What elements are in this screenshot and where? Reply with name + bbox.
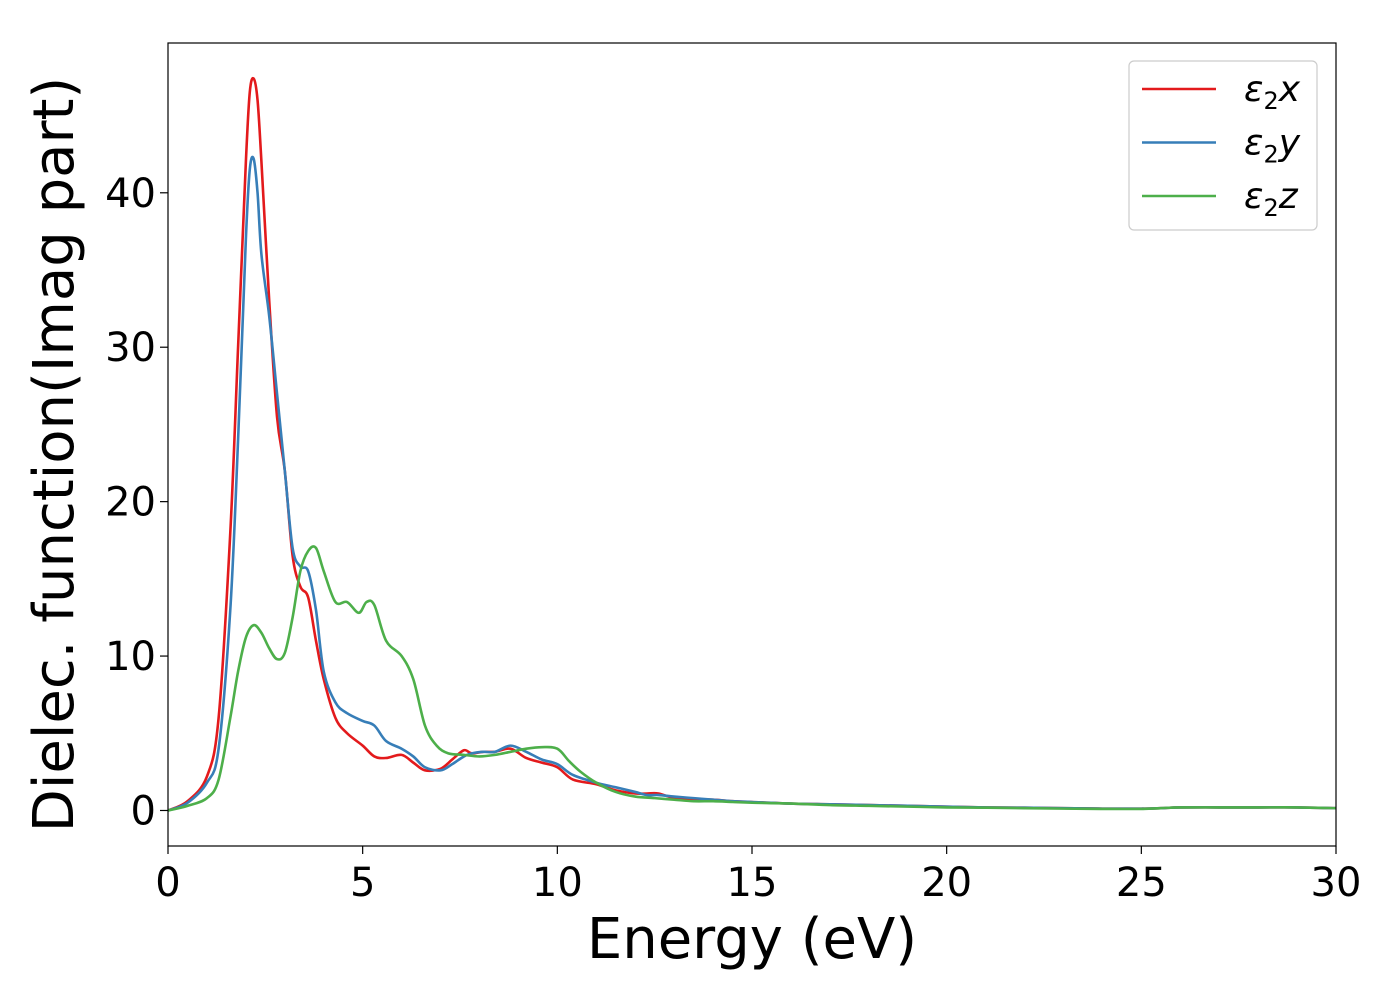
y-tick-label: 10 — [105, 634, 156, 680]
x-axis-ticks: 0 5 10 15 20 25 30 — [155, 846, 1361, 906]
legend: ε2x ε2y ε2z — [1128, 60, 1318, 231]
legend-label-x: ε2x — [1244, 69, 1301, 115]
x-tick-label: 25 — [1116, 860, 1167, 906]
x-tick-label: 5 — [350, 860, 375, 906]
y-axis-label: Dielec. function(Imag part) — [22, 77, 87, 833]
legend-label-y: ε2y — [1244, 123, 1301, 169]
x-tick-label: 20 — [921, 860, 972, 906]
x-tick-label: 30 — [1311, 860, 1362, 906]
x-tick-label: 0 — [155, 860, 180, 906]
legend-label-z: ε2z — [1244, 176, 1299, 222]
series-line-y — [167, 155, 1337, 812]
plot-series-group — [167, 76, 1337, 812]
y-tick-label: 0 — [131, 788, 156, 834]
legend-box — [1128, 60, 1318, 231]
y-tick-label: 30 — [105, 325, 156, 371]
y-tick-label: 20 — [105, 480, 156, 526]
x-tick-label: 15 — [727, 860, 778, 906]
y-tick-label: 40 — [105, 171, 156, 217]
series-line-z — [167, 545, 1337, 812]
x-tick-label: 10 — [532, 860, 583, 906]
x-axis-label: Energy (eV) — [587, 907, 917, 972]
y-axis-ticks: 0 10 20 30 40 — [105, 171, 168, 834]
